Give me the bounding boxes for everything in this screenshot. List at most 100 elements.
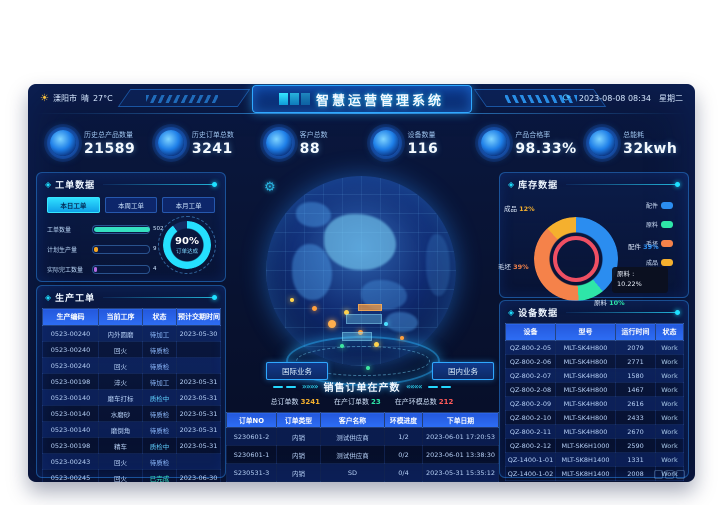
column-header: 环模进度	[384, 412, 423, 428]
kpi-value: 21589	[84, 140, 136, 157]
table-cell: Work	[655, 396, 684, 411]
map-label-chip	[346, 314, 382, 324]
kpi-orb-icon	[265, 130, 292, 156]
table-cell: 磨车打标	[98, 389, 143, 406]
weekday-label: 星期二	[659, 94, 683, 103]
table-row[interactable]: QZ-800-2-11 MLT-SK4H800 2670 Work	[505, 424, 684, 439]
table-cell: 1580	[615, 368, 656, 383]
legend-swatch	[661, 221, 674, 228]
chevron-right-icon: »»»»	[301, 381, 319, 391]
table-row[interactable]: QZ-800-2-06 MLT-SK4H800 2771 Work	[505, 354, 684, 369]
orders-table: 订单NO 订单类型 客户名称 环模进度 下单日期 S230601-2 内销 测试供应商 1/2…	[226, 412, 499, 482]
column-header: 生产编码	[42, 308, 99, 326]
kpi-orb-icon	[50, 130, 76, 156]
bar-row: 计划生产量 9	[47, 239, 165, 259]
table-cell: 2023-06-01 13:38:30	[422, 445, 499, 464]
table-row[interactable]: 0523-00198 淬火 待加工 2023-05-31	[42, 373, 221, 390]
kpi-value: 98.33%	[515, 140, 577, 157]
kpi-label: 产品合格率	[515, 130, 551, 139]
table-row[interactable]: QZ-800-2-08 MLT-SK4H800 1467 Work	[505, 382, 684, 397]
weather-sun-icon: ☀	[40, 92, 49, 104]
table-row[interactable]: 0523-00140 磨车打标 质检中 2023-05-31	[42, 389, 221, 406]
table-row[interactable]: 0523-00140 水磨砂 待质检 2023-05-31	[42, 405, 221, 422]
kpi-text: 历史总产品数量 21589	[84, 130, 135, 157]
temperature-label: 27°C	[92, 94, 113, 103]
table-header-row: 生产编码 当前工序 状态 预计交期时间	[42, 308, 221, 326]
table-cell: 内销	[276, 427, 321, 446]
table-row[interactable]: QZ-800-2-05 MLT-SK4H800 2079 Work	[505, 340, 684, 355]
table-row[interactable]: 0523-00243 回火 待质检	[42, 453, 221, 470]
table-cell: 磨倒角	[98, 421, 143, 438]
table-row[interactable]: QZ-1400-1-02 MLT-SK8H1400 2008 Work	[505, 466, 684, 481]
table-cell: 回火	[98, 341, 143, 358]
kpi-value: 32kwh	[623, 140, 678, 157]
devices-panel-header: ◈ 设备数据	[500, 301, 688, 319]
table-cell: 0/4	[384, 463, 423, 482]
inventory-panel-title: 库存数据	[518, 181, 559, 191]
table-cell: 测试供应商	[320, 445, 385, 464]
table-cell: Work	[655, 466, 684, 481]
table-cell: Work	[655, 452, 684, 467]
table-cell: 2771	[615, 354, 656, 369]
workorder-tab[interactable]: 本日工单	[47, 197, 100, 213]
table-row[interactable]: 0523-00240 内外圆磨 待加工 2023-05-30	[42, 325, 221, 342]
table-cell: MLT-SK4H800	[555, 340, 616, 355]
title-badge: 智慧运营管理系统	[251, 85, 472, 113]
table-row[interactable]: 0523-00240 回火 待质检	[42, 341, 221, 358]
table-row[interactable]: QZ-1400-1-01 MLT-SK8H1400 1331 Work	[505, 452, 684, 467]
table-cell: QZ-800-2-12	[505, 438, 556, 453]
international-business-button[interactable]: 国际业务	[266, 362, 328, 380]
table-row[interactable]: S230601-2 内销 测试供应商 1/2 2023-06-01 17:20:53	[226, 427, 499, 446]
orders-title: 销售订单在产数	[323, 383, 401, 394]
table-cell: 精车	[98, 437, 143, 454]
production-table: 生产编码 当前工序 状态 预计交期时间 0523-00240 内外圆磨 待加工 2023-0…	[42, 308, 221, 482]
table-row[interactable]: QZ-800-2-12 MLT-SK6H1000 2590 Work	[505, 438, 684, 453]
donut-label: 配件 39%	[628, 241, 659, 251]
table-row[interactable]: QZ-800-2-09 MLT-SK4H800 2616 Work	[505, 396, 684, 411]
workorder-panel-header: ◈ 工单数据	[37, 173, 225, 191]
table-row[interactable]: S230531-3 内销 SD 0/4 2023-05-31 15:35:12	[226, 463, 499, 482]
table-cell: 2008	[615, 466, 656, 481]
table-row[interactable]: 0523-00245 回火 已完成 2023-06-30	[42, 469, 221, 482]
workorder-tab[interactable]: 本月工单	[162, 197, 216, 213]
kpi-orb-icon	[157, 130, 184, 156]
bar-fill	[94, 226, 150, 232]
gear-icon: ⚙	[264, 180, 276, 195]
kpi-orb-icon	[589, 130, 616, 156]
table-row[interactable]: 0523-00140 磨倒角 待质检 2023-05-31	[42, 421, 221, 438]
table-cell: 1/2	[384, 427, 423, 446]
kpi-label: 总能耗	[623, 130, 645, 139]
table-row[interactable]: 0523-00240 回火 待质检	[42, 357, 221, 374]
bar-row: 工单数量 502	[47, 219, 165, 239]
globe-platform	[286, 336, 440, 386]
table-cell: 淬火	[98, 373, 143, 390]
table-cell: MLT-SK6H1000	[555, 438, 616, 453]
table-cell: 0523-00240	[42, 357, 99, 374]
legend-label: 毛坯	[646, 241, 659, 248]
table-row[interactable]: S230601-1 内销 测试供应商 0/2 2023-06-01 13:38:30	[226, 445, 499, 464]
brand-watermark	[654, 470, 685, 479]
legend-item[interactable]: 毛坯	[646, 239, 674, 248]
legend-item[interactable]: 成品	[646, 258, 674, 267]
table-cell: QZ-800-2-07	[505, 368, 556, 383]
domestic-business-button[interactable]: 国内业务	[432, 362, 494, 380]
donut-label: 原料 10%	[594, 297, 625, 307]
kpi-item: 产品合格率 98.33%	[469, 120, 577, 166]
panel-title-line	[566, 182, 680, 187]
table-cell: QZ-1400-1-02	[505, 466, 556, 481]
bar-track	[92, 244, 150, 254]
map-marker	[374, 342, 379, 347]
table-row[interactable]: QZ-800-2-07 MLT-SK4H800 1580 Work	[505, 368, 684, 383]
legend-item[interactable]: 配件	[646, 201, 674, 210]
table-cell: QZ-800-2-06	[505, 354, 556, 369]
table-row[interactable]: 0523-00198 精车 质检中 2023-05-31	[42, 437, 221, 454]
kpi-item: 客户总数 88	[254, 120, 362, 166]
table-cell: MLT-SK4H800	[555, 368, 616, 383]
workorder-tab[interactable]: 本周工单	[104, 197, 158, 213]
tooltip-label: 原料 :	[617, 270, 635, 278]
table-row[interactable]: QZ-800-2-10 MLT-SK4H800 2433 Work	[505, 410, 684, 425]
table-cell: 1331	[615, 452, 656, 467]
refresh-icon[interactable]: ⟳	[562, 92, 571, 104]
bar-label: 工单数量	[47, 226, 72, 234]
legend-item[interactable]: 原料	[646, 220, 674, 229]
